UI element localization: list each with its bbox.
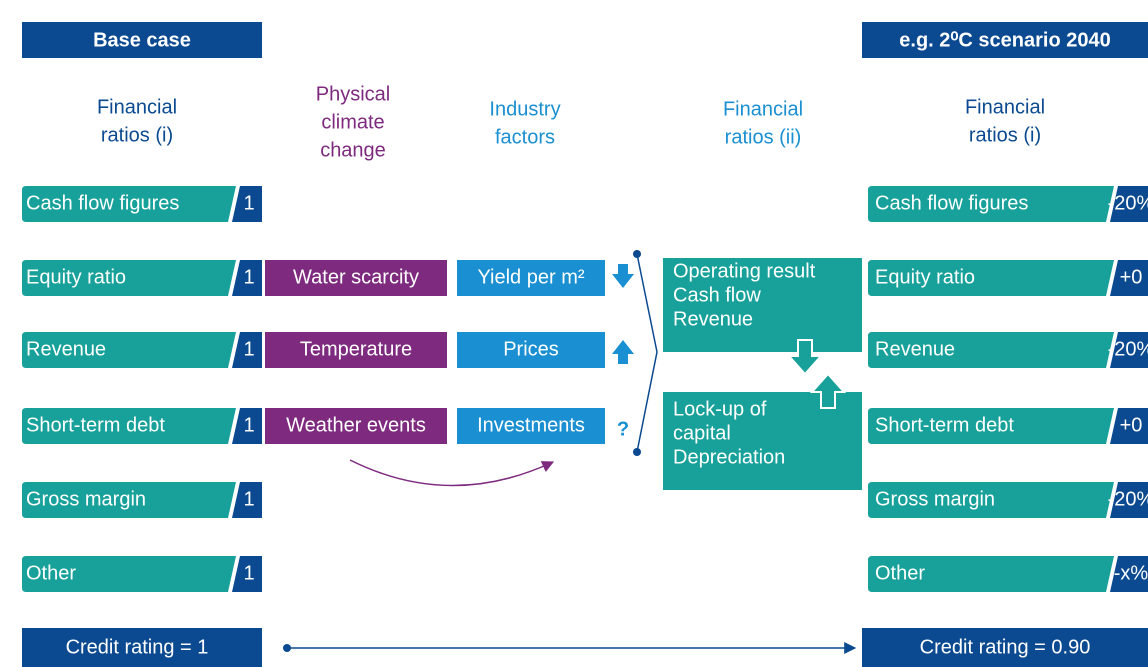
- ratio-value: +0: [1120, 266, 1143, 288]
- value-box: [1110, 556, 1148, 592]
- effect-label: Depreciation: [673, 446, 785, 468]
- physical-box: [265, 408, 447, 444]
- ratio-label: Revenue: [875, 338, 955, 360]
- ratio-label: Cash flow figures: [26, 192, 179, 214]
- down-arrow: [786, 339, 824, 376]
- industry-box: [457, 332, 605, 368]
- ratio-value: -20%: [1108, 192, 1148, 214]
- header-right: e.g. 2⁰C scenario 2040: [899, 29, 1110, 51]
- ratio-label: Gross margin: [26, 488, 146, 510]
- ratio-box: [22, 408, 236, 444]
- column-header: Industry: [489, 98, 560, 120]
- ratio-box: [22, 260, 236, 296]
- ratio-value: -x%: [1114, 562, 1148, 584]
- value-box: [232, 260, 262, 296]
- ratio-value: +0: [1120, 414, 1143, 436]
- ratio-label: Short-term debt: [26, 414, 165, 436]
- ratio-box: [868, 260, 1114, 296]
- ratio-label: Revenue: [26, 338, 106, 360]
- column-header: Physical: [316, 83, 390, 105]
- physical-label: Water scarcity: [293, 266, 419, 288]
- effect-label: Revenue: [673, 308, 753, 330]
- ratio-value: 1: [243, 562, 254, 584]
- column-header: Financial: [723, 98, 803, 120]
- value-box: [232, 408, 262, 444]
- column-header: Financial: [965, 96, 1045, 118]
- credit-left: Credit rating = 1: [66, 636, 209, 658]
- value-box: [1110, 186, 1148, 222]
- ratio-label: Cash flow figures: [875, 192, 1028, 214]
- effect-label: Operating result: [673, 260, 816, 282]
- effect-label: Lock-up of: [673, 398, 767, 420]
- ratio-box: [868, 482, 1114, 518]
- physical-box: [265, 260, 447, 296]
- value-box: [1110, 408, 1148, 444]
- industry-label: Yield per m²: [477, 266, 584, 288]
- industry-box: [457, 260, 605, 296]
- ratio-value: 1: [243, 266, 254, 288]
- industry-box: [457, 408, 605, 444]
- ratio-label: Other: [26, 562, 76, 584]
- ratio-label: Gross margin: [875, 488, 995, 510]
- physical-label: Temperature: [300, 338, 412, 360]
- ratio-box: [868, 186, 1114, 222]
- column-header: factors: [495, 126, 555, 148]
- value-box: [1110, 260, 1148, 296]
- ratio-box: [868, 332, 1114, 368]
- ratio-value: -20%: [1108, 338, 1148, 360]
- header-box: [862, 22, 1148, 58]
- ratio-label: Equity ratio: [26, 266, 126, 288]
- physical-box: [265, 332, 447, 368]
- effect-label: capital: [673, 422, 731, 444]
- column-header: climate: [321, 111, 384, 133]
- value-box: [232, 332, 262, 368]
- ratio-value: -20%: [1108, 488, 1148, 510]
- question-mark: ?: [617, 418, 629, 440]
- industry-label: Prices: [503, 338, 559, 360]
- ratio-box: [22, 186, 236, 222]
- ratio-value: 1: [243, 192, 254, 214]
- industry-label: Investments: [477, 414, 585, 436]
- credit-box: [22, 628, 262, 667]
- ratio-box: [22, 332, 236, 368]
- header-box: [22, 22, 262, 58]
- brace-dot: [633, 448, 641, 456]
- effect-box: [663, 258, 862, 352]
- value-box: [232, 556, 262, 592]
- header-left: Base case: [93, 29, 191, 51]
- ratio-value: 1: [243, 488, 254, 510]
- curved-arrow: [349, 459, 555, 487]
- ratio-value: 1: [243, 414, 254, 436]
- ratio-label: Equity ratio: [875, 266, 975, 288]
- ratio-label: Other: [875, 562, 925, 584]
- ratio-value: 1: [243, 338, 254, 360]
- brace-dot: [633, 250, 641, 258]
- up-arrow: [612, 340, 634, 364]
- ratio-box: [22, 556, 236, 592]
- column-header: ratios (ii): [725, 126, 802, 148]
- column-header: ratios (i): [101, 124, 173, 146]
- column-header: change: [320, 139, 386, 161]
- credit-box: [862, 628, 1148, 667]
- down-arrow: [612, 264, 634, 288]
- ratio-label: Short-term debt: [875, 414, 1014, 436]
- column-header: ratios (i): [969, 124, 1041, 146]
- value-box: [1110, 332, 1148, 368]
- physical-label: Weather events: [286, 414, 426, 436]
- credit-right: Credit rating = 0.90: [920, 636, 1091, 658]
- value-box: [232, 186, 262, 222]
- ratio-box: [22, 482, 236, 518]
- arrow-dot: [283, 644, 291, 652]
- up-arrow: [809, 372, 847, 409]
- column-header: Financial: [97, 96, 177, 118]
- ratio-box: [868, 408, 1114, 444]
- value-box: [232, 482, 262, 518]
- value-box: [1110, 482, 1148, 518]
- ratio-box: [868, 556, 1114, 592]
- brace: [636, 253, 658, 453]
- effect-label: Cash flow: [673, 284, 761, 306]
